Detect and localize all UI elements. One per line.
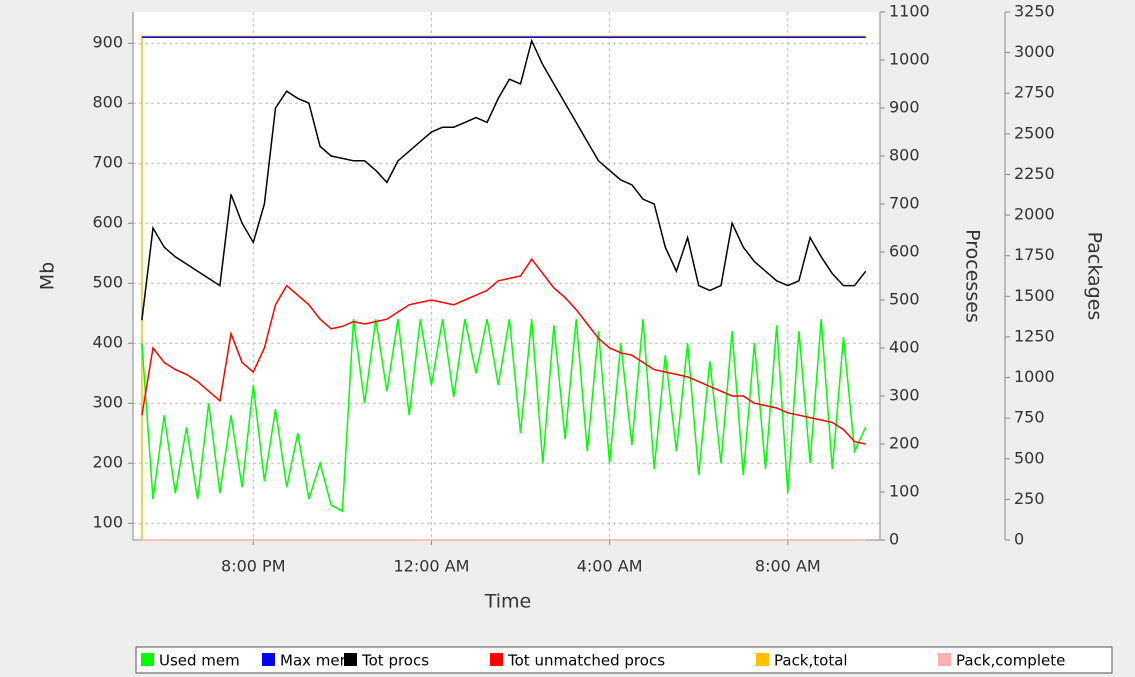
y2-tick-label: 900 [889,98,920,117]
plot-area [133,12,880,540]
y2-tick-label: 200 [889,434,920,453]
x-axis-label: Time [484,591,532,613]
y2-tick-label: 500 [889,290,920,309]
y3-tick-label: 1250 [1014,326,1055,345]
legend-label: Pack,total [774,652,848,670]
y-tick-label: 600 [92,213,123,232]
y3-tick-label: 1000 [1014,367,1055,386]
y2-tick-label: 600 [889,242,920,261]
legend-label: Pack,complete [956,652,1065,670]
y-tick-label: 900 [92,33,123,52]
y2-tick-label: 400 [889,338,920,357]
y3-tick-label: 2000 [1014,205,1055,224]
y-tick-label: 300 [92,393,123,412]
y3-tick-label: 750 [1014,408,1045,427]
legend-label: Tot unmatched procs [507,652,665,670]
y2-tick-label: 0 [889,530,899,549]
y2-axis-label: Processes [962,229,984,323]
legend-swatch [756,653,769,666]
y-tick-label: 200 [92,453,123,472]
y2-tick-label: 300 [889,386,920,405]
y3-tick-label: 1750 [1014,245,1055,264]
y3-tick-label: 2750 [1014,83,1055,102]
y-tick-label: 100 [92,513,123,532]
y3-axis-label: Packages [1084,232,1106,321]
y2-tick-label: 700 [889,194,920,213]
y-tick-label: 400 [92,333,123,352]
series-line [141,35,866,540]
y3-tick-label: 3250 [1014,2,1055,21]
legend-swatch [262,653,275,666]
x-tick-label: 8:00 PM [221,557,285,576]
y3-tick-label: 250 [1014,489,1045,508]
y3-tick-label: 500 [1014,448,1045,467]
y-tick-label: 700 [92,153,123,172]
y3-tick-label: 2250 [1014,164,1055,183]
y3-tick-label: 1500 [1014,286,1055,305]
y3-tick-label: 0 [1014,530,1024,549]
y2-tick-label: 1100 [889,2,930,21]
legend-label: Used mem [159,652,240,670]
legend-swatch [141,653,154,666]
y3-tick-label: 2500 [1014,123,1055,142]
legend-swatch [344,653,357,666]
series-line [141,257,866,445]
y2-tick-label: 100 [889,482,920,501]
y-axis-label: Mb [37,262,59,290]
legend-label: Tot procs [361,652,429,670]
legend-label: Max mem [280,652,354,670]
legend-swatch [490,653,503,666]
y-tick-label: 500 [92,273,123,292]
y-tick-label: 800 [92,93,123,112]
y2-tick-label: 800 [889,146,920,165]
x-tick-label: 8:00 AM [755,557,821,576]
x-tick-label: 4:00 AM [577,557,643,576]
series-line [141,38,867,321]
series-line [141,319,867,513]
y2-tick-label: 1000 [889,50,930,69]
x-tick-label: 12:00 AM [393,557,469,576]
legend-swatch [938,653,951,666]
y3-tick-label: 3000 [1014,42,1055,61]
